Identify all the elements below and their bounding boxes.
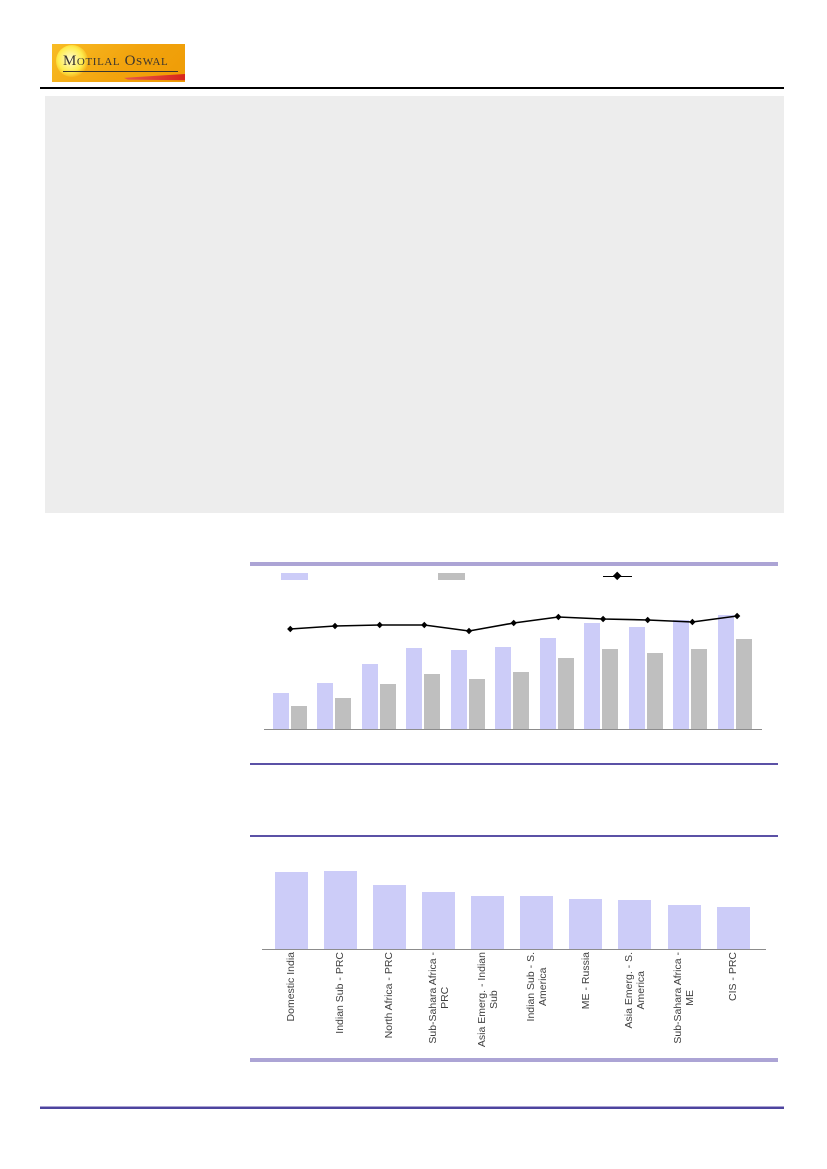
chart2-category-label: CIS - PRC bbox=[718, 952, 748, 1054]
chart2-bar bbox=[422, 892, 455, 949]
chart2-bar bbox=[618, 900, 652, 949]
chart2-bar bbox=[323, 871, 357, 949]
chart2-category-label-text: Asia Emerg. - Indian Sub bbox=[475, 952, 500, 1048]
chart1-lavender-bar bbox=[717, 615, 734, 729]
chart2-bar bbox=[274, 872, 308, 949]
chart1-gray-bar bbox=[379, 684, 396, 729]
chart1-line-series bbox=[287, 612, 741, 635]
chart2-category-label-text: Sub-Sahara Africa - PRC bbox=[426, 952, 451, 1044]
chart1-lavender-bar bbox=[673, 620, 690, 729]
chart2-category-label: Sub-Sahara Africa - PRC bbox=[424, 952, 454, 1054]
chart1-gray-bar bbox=[468, 679, 485, 729]
chart1-lavender-bar bbox=[495, 647, 512, 729]
chart1-gray-bar bbox=[735, 639, 752, 729]
chart2-category-label-text: North Africa - PRC bbox=[383, 952, 396, 1039]
chart1-plot-area bbox=[250, 596, 778, 730]
chart2-bar bbox=[471, 896, 505, 949]
chart1-line-marker bbox=[599, 615, 607, 623]
chart1-lavender-bar bbox=[317, 683, 334, 729]
header-divider bbox=[40, 87, 784, 89]
logo-brand-text: Motilal Oswal bbox=[63, 53, 178, 72]
chart1-gray-bar bbox=[513, 672, 530, 729]
chart1-gray-bar bbox=[290, 706, 307, 729]
diamond-marker-icon bbox=[612, 571, 622, 581]
chart2-top-divider bbox=[250, 835, 778, 837]
chart1-line-marker bbox=[331, 622, 339, 630]
chart1-lavender-bar bbox=[539, 638, 556, 729]
chart2-category-label: Domestic India bbox=[276, 952, 306, 1054]
chart2-category-label-text: Domestic India bbox=[284, 952, 297, 1022]
chart1-legend-swatch-gray bbox=[438, 573, 465, 580]
chart1-gray-bar bbox=[557, 658, 574, 729]
chart2-category-label: Indian Sub - S. America bbox=[522, 952, 552, 1054]
chart1-gray-bar bbox=[602, 649, 619, 729]
chart2-x-axis bbox=[262, 948, 766, 950]
chart2-plot-area bbox=[250, 858, 778, 950]
chart2-category-label: Sub-Sahara Africa - ME bbox=[669, 952, 699, 1054]
chart1-line-marker bbox=[287, 625, 294, 633]
chart1-top-border bbox=[250, 562, 778, 566]
chart2-category-label: Asia Emerg. - Indian Sub bbox=[473, 952, 503, 1054]
chart2-category-label: North Africa - PRC bbox=[374, 952, 404, 1054]
chart2-category-label-text: Indian Sub - PRC bbox=[334, 952, 347, 1034]
chart2-category-label-text: Asia Emerg. - S. America bbox=[622, 952, 647, 1029]
chart1-gray-bar bbox=[646, 653, 663, 729]
chart2-category-label-text: CIS - PRC bbox=[726, 952, 739, 1002]
chart2-bar bbox=[569, 899, 603, 949]
chart2-category-label-text: Sub-Sahara Africa - ME bbox=[671, 952, 697, 1044]
chart1-legend-swatch-lavender bbox=[281, 573, 308, 580]
chart1-lavender-bar bbox=[450, 650, 467, 729]
chart2-bar bbox=[716, 907, 750, 949]
chart2-bar bbox=[667, 905, 701, 949]
chart1-x-axis bbox=[264, 728, 762, 730]
chart1-lavender-bar bbox=[584, 623, 601, 729]
chart2-category-label-text: ME - Russia bbox=[579, 952, 592, 1010]
chart1-line-marker bbox=[689, 618, 696, 626]
chart1-lavender-bar bbox=[272, 693, 289, 729]
chart2-category-label: Asia Emerg. - S. America bbox=[620, 952, 650, 1054]
chart2-bottom-border bbox=[250, 1058, 778, 1062]
motilal-oswal-logo: Motilal Oswal bbox=[52, 44, 185, 82]
chart2-bar bbox=[372, 885, 406, 949]
chart2-category-label: Indian Sub - PRC bbox=[325, 952, 355, 1054]
logo-swoosh-icon bbox=[124, 74, 185, 81]
summary-placeholder-box bbox=[45, 96, 784, 513]
chart2-category-label: ME - Russia bbox=[571, 952, 601, 1054]
chart1-line-marker bbox=[510, 619, 517, 627]
chart1-line-marker bbox=[555, 613, 562, 621]
chart1-lavender-bar bbox=[361, 664, 378, 729]
chart1-line-marker bbox=[465, 627, 473, 635]
chart1-lavender-bar bbox=[628, 627, 645, 729]
chart2-bar bbox=[520, 896, 554, 949]
chart1-legend-line-sample bbox=[603, 571, 632, 581]
chart1-gray-bar bbox=[424, 674, 441, 729]
chart2-category-labels: Domestic India Indian Sub - PRC North Afri… bbox=[250, 952, 778, 1058]
chart1-legend bbox=[250, 568, 778, 586]
chart1-line-marker bbox=[376, 621, 383, 629]
chart1-line-marker bbox=[733, 612, 741, 620]
chart1-line-marker bbox=[644, 616, 651, 624]
chart1-lavender-bar bbox=[406, 648, 423, 729]
chart1-bottom-divider bbox=[250, 763, 778, 765]
footer-divider bbox=[40, 1106, 784, 1109]
chart1-gray-bar bbox=[335, 698, 352, 729]
chart2-category-label-text: Indian Sub - S. America bbox=[524, 952, 549, 1022]
chart1-gray-bar bbox=[691, 649, 708, 729]
chart1-line-marker bbox=[421, 621, 428, 629]
